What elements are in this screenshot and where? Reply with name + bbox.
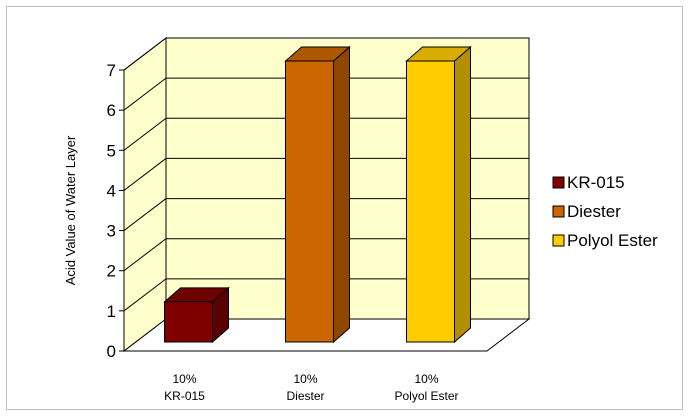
legend-label: Polyol Ester	[567, 231, 658, 250]
bar	[405, 45, 472, 344]
y-tick-label: 5	[107, 141, 116, 160]
gridline-side	[123, 117, 167, 151]
y-axis-label: Acid Value of Water Layer	[63, 135, 78, 285]
category-label: Diester	[286, 389, 324, 403]
category-label: 10%	[293, 372, 317, 386]
legend: KR-015 Diester Polyol Ester	[552, 173, 658, 250]
legend-swatch	[552, 176, 565, 189]
legend-label: Diester	[567, 202, 621, 221]
side-wall	[123, 36, 167, 353]
legend-swatch	[552, 234, 565, 247]
y-tick-label: 2	[107, 262, 116, 281]
y-tick-label: 1	[107, 302, 116, 321]
gridline-side	[123, 238, 167, 272]
legend-label: KR-015	[567, 173, 625, 192]
bar-side	[333, 45, 350, 344]
axes	[119, 69, 487, 352]
legend-swatch	[552, 205, 565, 218]
gridline-side	[123, 77, 167, 111]
y-tick-labels: 0 1 2 3 4 5 6 7	[107, 61, 116, 361]
category-label: KR-015	[164, 389, 205, 403]
bar-front	[164, 301, 213, 343]
category-label: 10%	[172, 372, 196, 386]
bars	[163, 45, 472, 344]
category-label: Polyol Ester	[394, 389, 458, 403]
gridline-side	[123, 158, 167, 191]
bar-front	[406, 60, 455, 343]
y-tick-label: 7	[107, 61, 116, 80]
category-labels: 10% KR-015 10% Diester 10% Polyol Ester	[164, 372, 458, 403]
y-tick-label: 6	[107, 101, 116, 120]
y-tick-label: 4	[107, 181, 116, 200]
gridline-side	[123, 37, 167, 71]
bar	[163, 286, 230, 344]
gridline-side	[123, 198, 167, 231]
y-tick-label: 3	[107, 222, 116, 241]
bar	[284, 45, 351, 344]
y-tick-label: 0	[107, 342, 116, 361]
gridline-side	[123, 278, 167, 312]
bar-side	[454, 45, 471, 344]
bar-front	[285, 60, 334, 343]
category-label: 10%	[414, 372, 438, 386]
